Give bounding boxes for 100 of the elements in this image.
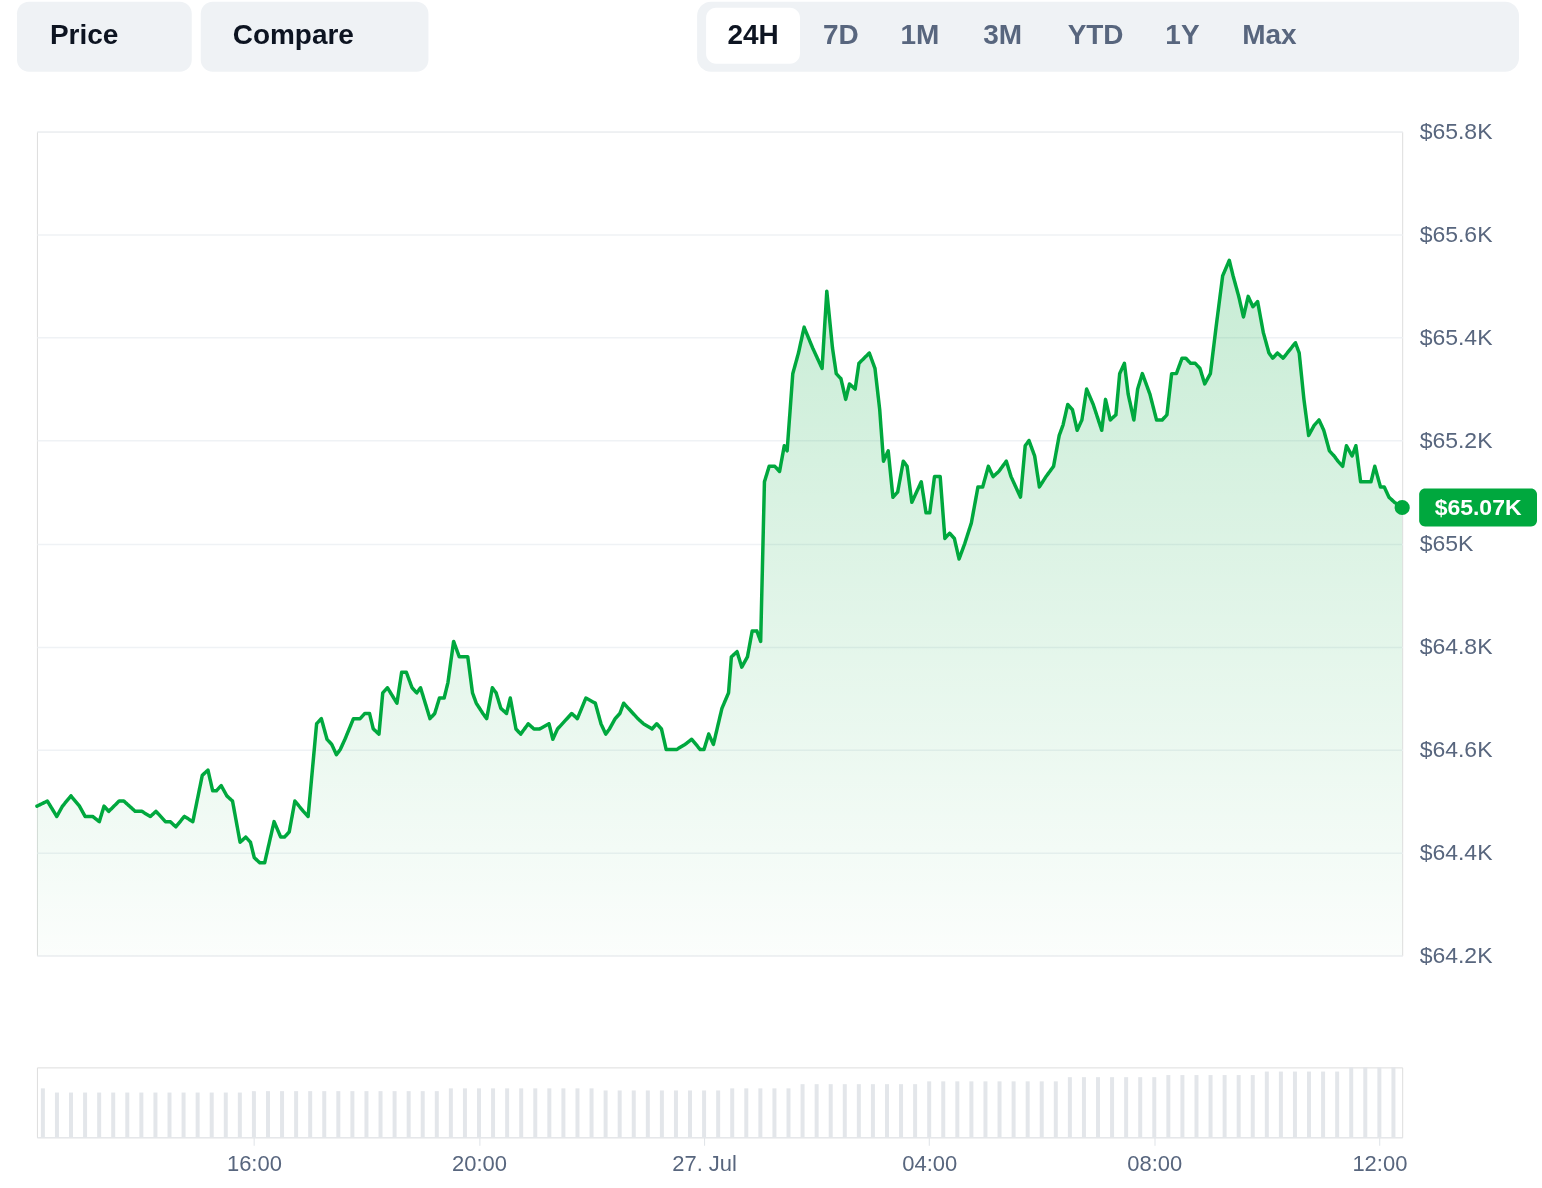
bar — [983, 1081, 988, 1138]
bar — [870, 1084, 875, 1138]
bar — [828, 1084, 833, 1138]
y-tick-label: $64.2K — [1419, 942, 1494, 969]
bar — [491, 1088, 496, 1138]
bar — [322, 1091, 327, 1138]
text: 24H — [727, 18, 779, 50]
bar — [856, 1084, 861, 1138]
bar — [420, 1091, 425, 1138]
bar — [1025, 1081, 1030, 1138]
text: 1Y — [1165, 18, 1200, 50]
bar — [54, 1092, 59, 1138]
bar — [1250, 1075, 1255, 1138]
bar — [575, 1088, 580, 1138]
bar — [392, 1091, 397, 1138]
bar — [1039, 1081, 1044, 1138]
annotation: $65.07K — [1434, 493, 1522, 520]
bar — [673, 1090, 678, 1138]
bar — [40, 1088, 45, 1138]
bar — [1011, 1081, 1016, 1138]
bar — [125, 1092, 130, 1138]
bar — [294, 1091, 299, 1138]
text: Compare — [232, 18, 354, 50]
bar — [1307, 1071, 1312, 1138]
bar — [1236, 1075, 1241, 1138]
bar — [997, 1081, 1002, 1138]
x-tick-label: 04:00 — [902, 1150, 958, 1176]
bar — [645, 1090, 650, 1138]
bar — [181, 1092, 186, 1138]
bar — [1278, 1071, 1283, 1138]
bar — [814, 1084, 819, 1138]
bar — [1194, 1075, 1199, 1138]
bar — [631, 1090, 636, 1138]
bar — [111, 1092, 116, 1138]
bar — [1138, 1077, 1143, 1138]
y-tick-label: $64.4K — [1419, 839, 1494, 866]
bar — [659, 1090, 664, 1138]
text: Price — [49, 18, 119, 50]
bar — [603, 1090, 608, 1138]
bar — [505, 1088, 510, 1138]
bar — [800, 1084, 805, 1138]
bar — [519, 1088, 524, 1138]
bar — [350, 1091, 355, 1138]
y-tick-label: $64.8K — [1419, 633, 1494, 660]
bar — [561, 1088, 566, 1138]
bar — [1292, 1071, 1297, 1138]
bar — [223, 1092, 228, 1138]
x-tick-label: 16:00 — [226, 1150, 282, 1176]
text: YTD — [1067, 18, 1124, 50]
bar — [308, 1091, 313, 1138]
bar — [1124, 1077, 1129, 1138]
bar — [1081, 1077, 1086, 1138]
bar — [1264, 1071, 1269, 1138]
bar — [533, 1088, 538, 1138]
bar — [462, 1088, 467, 1138]
bar — [1067, 1077, 1072, 1138]
bar — [913, 1084, 918, 1138]
bar — [1166, 1075, 1171, 1138]
bar — [1335, 1071, 1340, 1138]
text: 1M — [900, 18, 940, 50]
y-tick-label: $65.8K — [1419, 118, 1494, 145]
bar — [83, 1092, 88, 1138]
bar — [434, 1091, 439, 1138]
text: 7D — [823, 18, 859, 50]
bar — [153, 1092, 158, 1138]
bar — [378, 1091, 383, 1138]
bar — [688, 1090, 693, 1138]
bar — [899, 1084, 904, 1138]
bar — [744, 1088, 749, 1138]
bar — [1110, 1077, 1115, 1138]
bar — [617, 1090, 622, 1138]
bar — [547, 1088, 552, 1138]
bar — [195, 1092, 200, 1138]
bar — [884, 1084, 889, 1138]
x-tick-label: 27. Jul — [672, 1150, 737, 1176]
bar — [842, 1084, 847, 1138]
bar — [772, 1088, 777, 1138]
bar — [1208, 1075, 1213, 1138]
y-tick-label: $65.6K — [1419, 221, 1494, 248]
bar — [406, 1091, 411, 1138]
bar — [336, 1091, 341, 1138]
text: 3M — [983, 18, 1023, 50]
bar — [589, 1088, 594, 1138]
bar — [1321, 1071, 1326, 1138]
bar — [364, 1091, 369, 1138]
bar — [237, 1092, 242, 1138]
bar — [955, 1081, 960, 1138]
bar — [1391, 1067, 1396, 1138]
x-tick-label: 08:00 — [1127, 1150, 1183, 1176]
x-tick-label: 20:00 — [452, 1150, 507, 1176]
text: Max — [1242, 18, 1297, 50]
bar — [1180, 1075, 1185, 1138]
y-tick-label: $65K — [1419, 530, 1474, 557]
bar — [1222, 1075, 1227, 1138]
bar — [280, 1091, 285, 1138]
bar — [448, 1088, 453, 1138]
bar — [969, 1081, 974, 1138]
bar — [730, 1088, 735, 1138]
bar — [69, 1092, 74, 1138]
bar — [265, 1091, 270, 1138]
